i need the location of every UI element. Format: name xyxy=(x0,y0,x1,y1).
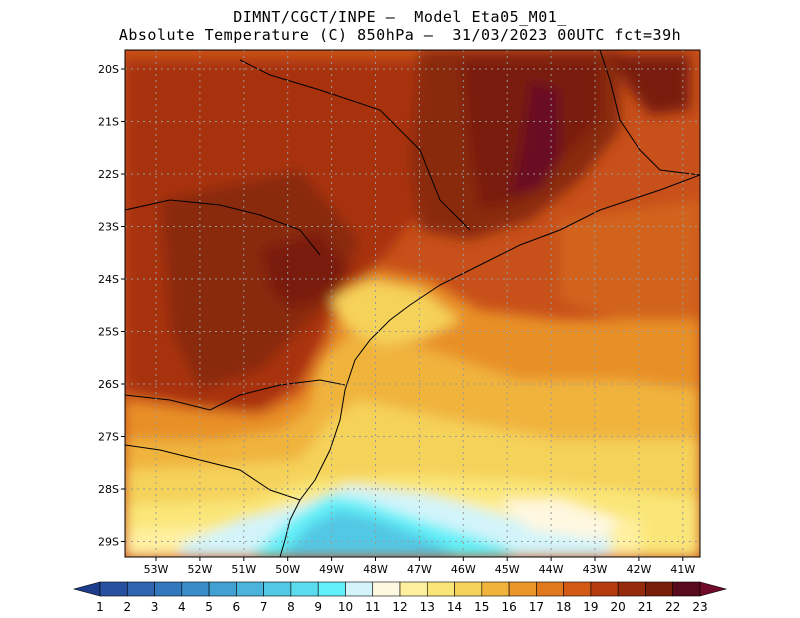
colorbar-label: 2 xyxy=(123,600,131,614)
lon-label: 42W xyxy=(626,563,651,576)
lat-label: 25S xyxy=(98,326,119,339)
lat-label: 29S xyxy=(98,536,119,549)
lon-label: 43W xyxy=(583,563,608,576)
colorbar-min-arrow xyxy=(72,581,101,597)
colorbar-swatch xyxy=(481,581,510,597)
map-frame xyxy=(124,49,701,558)
colorbar-swatch xyxy=(126,581,155,597)
map-title-line-1: DIMNT/CGCT/INPE — Model Eta05_M01_ xyxy=(233,8,567,26)
colorbar-swatch xyxy=(290,581,319,597)
lat-label: 23S xyxy=(98,221,119,234)
colorbar-swatch xyxy=(536,581,564,597)
colorbar-swatch xyxy=(590,581,619,597)
temperature-field xyxy=(125,50,700,557)
lat-label: 26S xyxy=(98,378,119,391)
colorbar-label: 18 xyxy=(556,600,571,614)
colorbar xyxy=(72,581,728,597)
colorbar-label: 8 xyxy=(287,600,295,614)
lon-label: 44W xyxy=(539,563,564,576)
colorbar-swatch xyxy=(508,581,537,597)
colorbar-labels: 1 2 3 4 5 6 7 8 9 10 11 12 13 14 15 16 17 18 19 20 21 22 23 xyxy=(96,600,707,614)
lat-label: 20S xyxy=(98,63,119,76)
colorbar-label: 5 xyxy=(205,600,213,614)
colorbar-label: 17 xyxy=(529,600,544,614)
colorbar-swatch xyxy=(208,581,237,597)
colorbar-swatch xyxy=(317,581,346,597)
colorbar-label: 15 xyxy=(474,600,489,614)
lon-label: 48W xyxy=(363,563,388,576)
colorbar-swatch xyxy=(99,581,128,597)
colorbar-label: 13 xyxy=(420,600,435,614)
colorbar-label: 19 xyxy=(583,600,598,614)
colorbar-swatch xyxy=(454,581,483,597)
lat-label: 21S xyxy=(98,116,119,129)
colorbar-label: 11 xyxy=(365,600,380,614)
coastline-and-borders xyxy=(125,50,700,557)
lat-label: 27S xyxy=(98,431,119,444)
graticule xyxy=(125,50,700,557)
lon-label: 51W xyxy=(231,563,256,576)
colorbar-swatch xyxy=(672,581,701,597)
colorbar-max-arrow xyxy=(699,581,728,597)
lon-label: 49W xyxy=(319,563,344,576)
colorbar-swatch xyxy=(345,581,374,597)
lon-label: 50W xyxy=(275,563,300,576)
lon-label: 47W xyxy=(407,563,432,576)
map-title-line-2: Absolute Temperature (C) 850hPa — 31/03/… xyxy=(118,26,682,44)
colorbar-label: 14 xyxy=(447,600,462,614)
colorbar-swatch xyxy=(372,581,401,597)
colorbar-label: 21 xyxy=(638,600,653,614)
colorbar-swatch xyxy=(563,581,592,597)
colorbar-label: 7 xyxy=(260,600,268,614)
colorbar-swatch xyxy=(399,581,428,597)
latitude-labels: 20S 21S 22S 23S 24S 25S 26S 27S 28S 29S xyxy=(98,63,125,549)
colorbar-swatch xyxy=(181,581,210,597)
colorbar-swatch xyxy=(263,581,292,597)
colorbar-label: 16 xyxy=(501,600,516,614)
longitude-labels: 53W 52W 51W 50W 49W 48W 47W 46W 45W 44W 43W 42W 41W xyxy=(144,557,695,576)
colorbar-swatch xyxy=(236,581,264,597)
colorbar-label: 22 xyxy=(665,600,680,614)
colorbar-label: 3 xyxy=(151,600,159,614)
colorbar-label: 1 xyxy=(96,600,104,614)
colorbar-label: 23 xyxy=(692,600,707,614)
lon-label: 46W xyxy=(451,563,476,576)
colorbar-label: 12 xyxy=(392,600,407,614)
lon-label: 45W xyxy=(495,563,520,576)
lat-label: 24S xyxy=(98,273,119,286)
colorbar-label: 20 xyxy=(611,600,626,614)
lon-label: 52W xyxy=(187,563,212,576)
colorbar-swatch xyxy=(426,581,455,597)
colorbar-swatch xyxy=(154,581,183,597)
colorbar-label: 6 xyxy=(233,600,241,614)
lon-label: 41W xyxy=(670,563,695,576)
colorbar-label: 9 xyxy=(314,600,322,614)
lon-label: 53W xyxy=(144,563,169,576)
colorbar-label: 4 xyxy=(178,600,186,614)
lat-label: 22S xyxy=(98,168,119,181)
colorbar-swatch xyxy=(645,581,674,597)
lat-label: 28S xyxy=(98,483,119,496)
colorbar-swatch xyxy=(617,581,646,597)
colorbar-label: 10 xyxy=(338,600,353,614)
